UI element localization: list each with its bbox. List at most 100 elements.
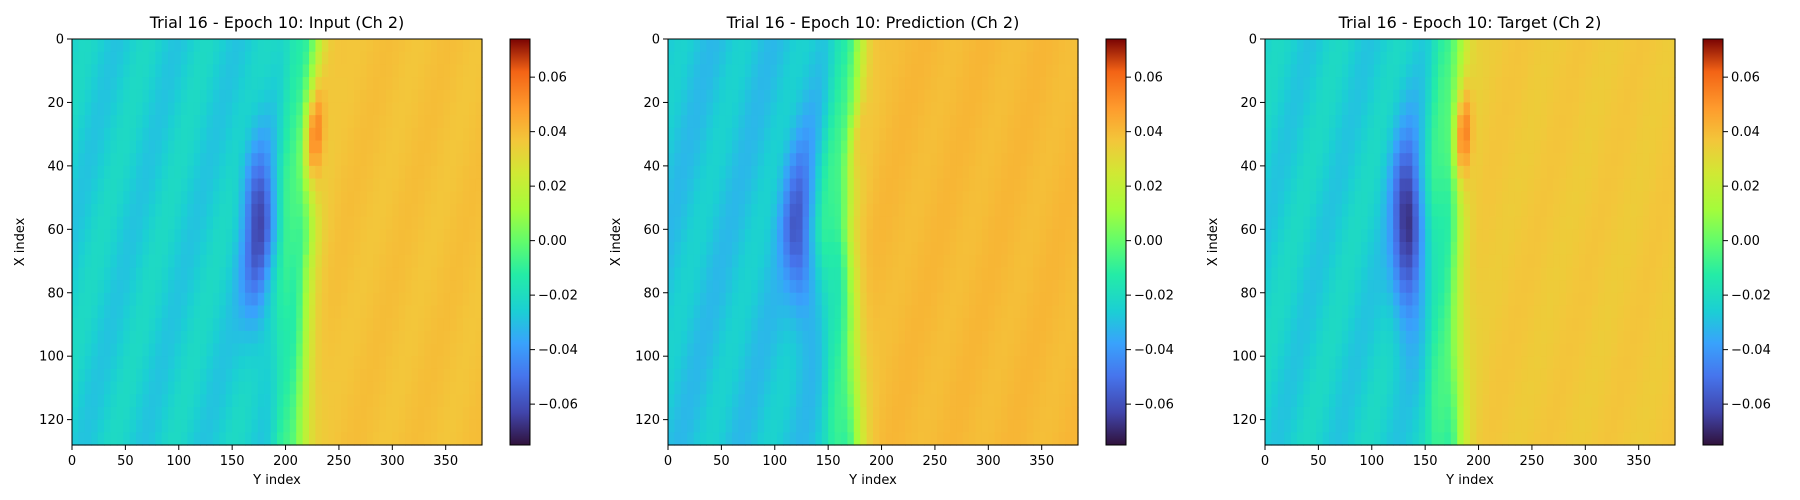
heatmap-cell (168, 127, 176, 142)
heatmap-cell (341, 153, 349, 167)
heatmap-cell (1071, 381, 1079, 395)
heatmap-cell (168, 432, 176, 446)
heatmap-cell (930, 229, 938, 243)
heatmap-cell (475, 115, 483, 129)
heatmap-cell (251, 356, 259, 370)
heatmap-cell (1052, 292, 1060, 307)
heatmap-cell (1007, 178, 1015, 192)
heatmap-cell (161, 419, 169, 433)
heatmap-cell (1617, 64, 1625, 78)
heatmap-cell (981, 254, 989, 268)
heatmap-cell (270, 242, 278, 256)
heatmap-cell (405, 343, 413, 357)
heatmap-cell (956, 229, 964, 243)
heatmap-cell (687, 254, 695, 268)
heatmap-cell (193, 394, 201, 408)
heatmap-cell (1540, 64, 1548, 78)
heatmap-cell (930, 127, 938, 142)
heatmap-cell (1341, 39, 1349, 53)
heatmap-cell (180, 64, 188, 78)
heatmap-cell (924, 330, 932, 345)
heatmap-cell (366, 178, 374, 192)
heatmap-cell (296, 394, 304, 408)
heatmap-cell (956, 102, 964, 116)
heatmap-cell (328, 406, 336, 421)
heatmap-cell (693, 254, 701, 268)
colorbar-tick-label: −0.04 (1134, 343, 1174, 358)
heatmap-cell (821, 178, 829, 192)
heatmap-cell (1033, 356, 1041, 370)
heatmap-cell (1559, 51, 1567, 65)
heatmap-cell (405, 330, 413, 345)
heatmap-cell (1546, 64, 1554, 78)
heatmap-cell (821, 292, 829, 307)
heatmap-cell (353, 419, 361, 433)
x-axis-label: Y index (252, 473, 301, 488)
heatmap-cell (981, 242, 989, 256)
heatmap-cell (104, 140, 112, 154)
heatmap-cell (424, 203, 432, 218)
heatmap-cell (1450, 89, 1458, 104)
heatmap-cell (315, 394, 323, 408)
heatmap-cell (411, 203, 419, 218)
heatmap-cell (796, 305, 804, 319)
heatmap-cell (892, 394, 900, 408)
heatmap-cell (193, 330, 201, 345)
heatmap-cell (1553, 89, 1561, 104)
heatmap-cell (392, 64, 400, 78)
heatmap-cell (341, 343, 349, 357)
heatmap-cell (1578, 153, 1586, 167)
heatmap-cell (1013, 89, 1021, 104)
heatmap-cell (1007, 216, 1015, 230)
heatmap-cell (937, 51, 945, 65)
x-tick-label: 50 (713, 454, 730, 469)
heatmap-cell (206, 419, 214, 433)
heatmap-cell (392, 292, 400, 307)
heatmap-cell (219, 140, 227, 154)
heatmap-cell (289, 292, 297, 307)
heatmap-cell (937, 419, 945, 433)
heatmap-cell (289, 419, 297, 433)
heatmap-cell (283, 394, 291, 408)
heatmap-cell (712, 330, 720, 345)
heatmap-cell (988, 356, 996, 370)
heatmap-cell (1399, 191, 1407, 205)
heatmap-cell (430, 89, 438, 104)
heatmap-cell (193, 178, 201, 192)
heatmap-cell (808, 343, 816, 357)
heatmap-cell (84, 51, 92, 65)
heatmap-cell (232, 432, 240, 446)
x-tick-label: 50 (117, 454, 134, 469)
heatmap-cell (1303, 89, 1311, 104)
heatmap-cell (334, 432, 342, 446)
heatmap-cell (456, 267, 464, 281)
heatmap-cell (232, 406, 240, 421)
heatmap-cell (456, 39, 464, 53)
heatmap-cell (315, 330, 323, 345)
heatmap-cell (251, 432, 259, 446)
heatmap-cell (719, 381, 727, 395)
heatmap-cell (187, 229, 195, 243)
heatmap-cell (270, 102, 278, 116)
heatmap-cell (892, 178, 900, 192)
heatmap-cell (1271, 127, 1279, 142)
heatmap-cell (1058, 229, 1066, 243)
heatmap-cell (1277, 102, 1285, 116)
heatmap-cell (892, 318, 900, 332)
heatmap-cell (1540, 127, 1548, 142)
heatmap-cell (802, 394, 810, 408)
heatmap-cell (97, 115, 105, 129)
heatmap-cell (725, 178, 733, 192)
heatmap-cell (334, 343, 342, 357)
heatmap-cell (898, 432, 906, 446)
heatmap-cell (732, 89, 740, 104)
heatmap-cell (975, 51, 983, 65)
heatmap-cell (200, 432, 208, 446)
heatmap-cell (405, 89, 413, 104)
heatmap-cell (1373, 178, 1381, 192)
heatmap-cell (994, 216, 1002, 230)
heatmap-cell (360, 280, 368, 294)
heatmap-cell (373, 140, 381, 154)
heatmap-cell (1290, 165, 1298, 180)
heatmap-cell (353, 89, 361, 104)
